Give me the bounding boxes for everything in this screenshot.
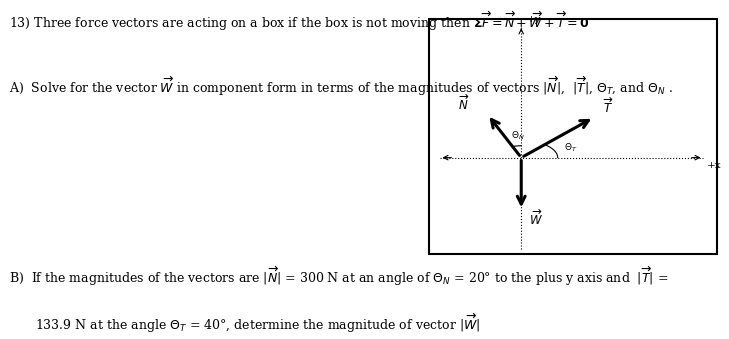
Text: $\overrightarrow{T}$: $\overrightarrow{T}$ [603,96,613,116]
Text: $\overrightarrow{W}$: $\overrightarrow{W}$ [529,208,542,228]
Text: +y: +y [527,15,542,24]
Text: $\Theta_T$: $\Theta_T$ [564,142,577,154]
Text: 133.9 N at the angle $\Theta_T$ = 40°, determine the magnitude of vector $|\over: 133.9 N at the angle $\Theta_T$ = 40°, d… [35,312,480,335]
Text: 13) Three force vectors are acting on a box if the box is not moving then $\math: 13) Three force vectors are acting on a … [9,10,590,33]
Text: +x: +x [707,161,722,170]
Text: $\overrightarrow{N}$: $\overrightarrow{N}$ [458,93,469,113]
Text: $\Theta_N$: $\Theta_N$ [511,130,524,142]
Text: A)  Solve for the vector $\overrightarrow{W}$ in component form in terms of the : A) Solve for the vector $\overrightarrow… [9,75,673,98]
Bar [429,19,717,254]
Text: B)  If the magnitudes of the vectors are $|\overrightarrow{N}|$ = 300 N at an an: B) If the magnitudes of the vectors are … [9,264,668,287]
